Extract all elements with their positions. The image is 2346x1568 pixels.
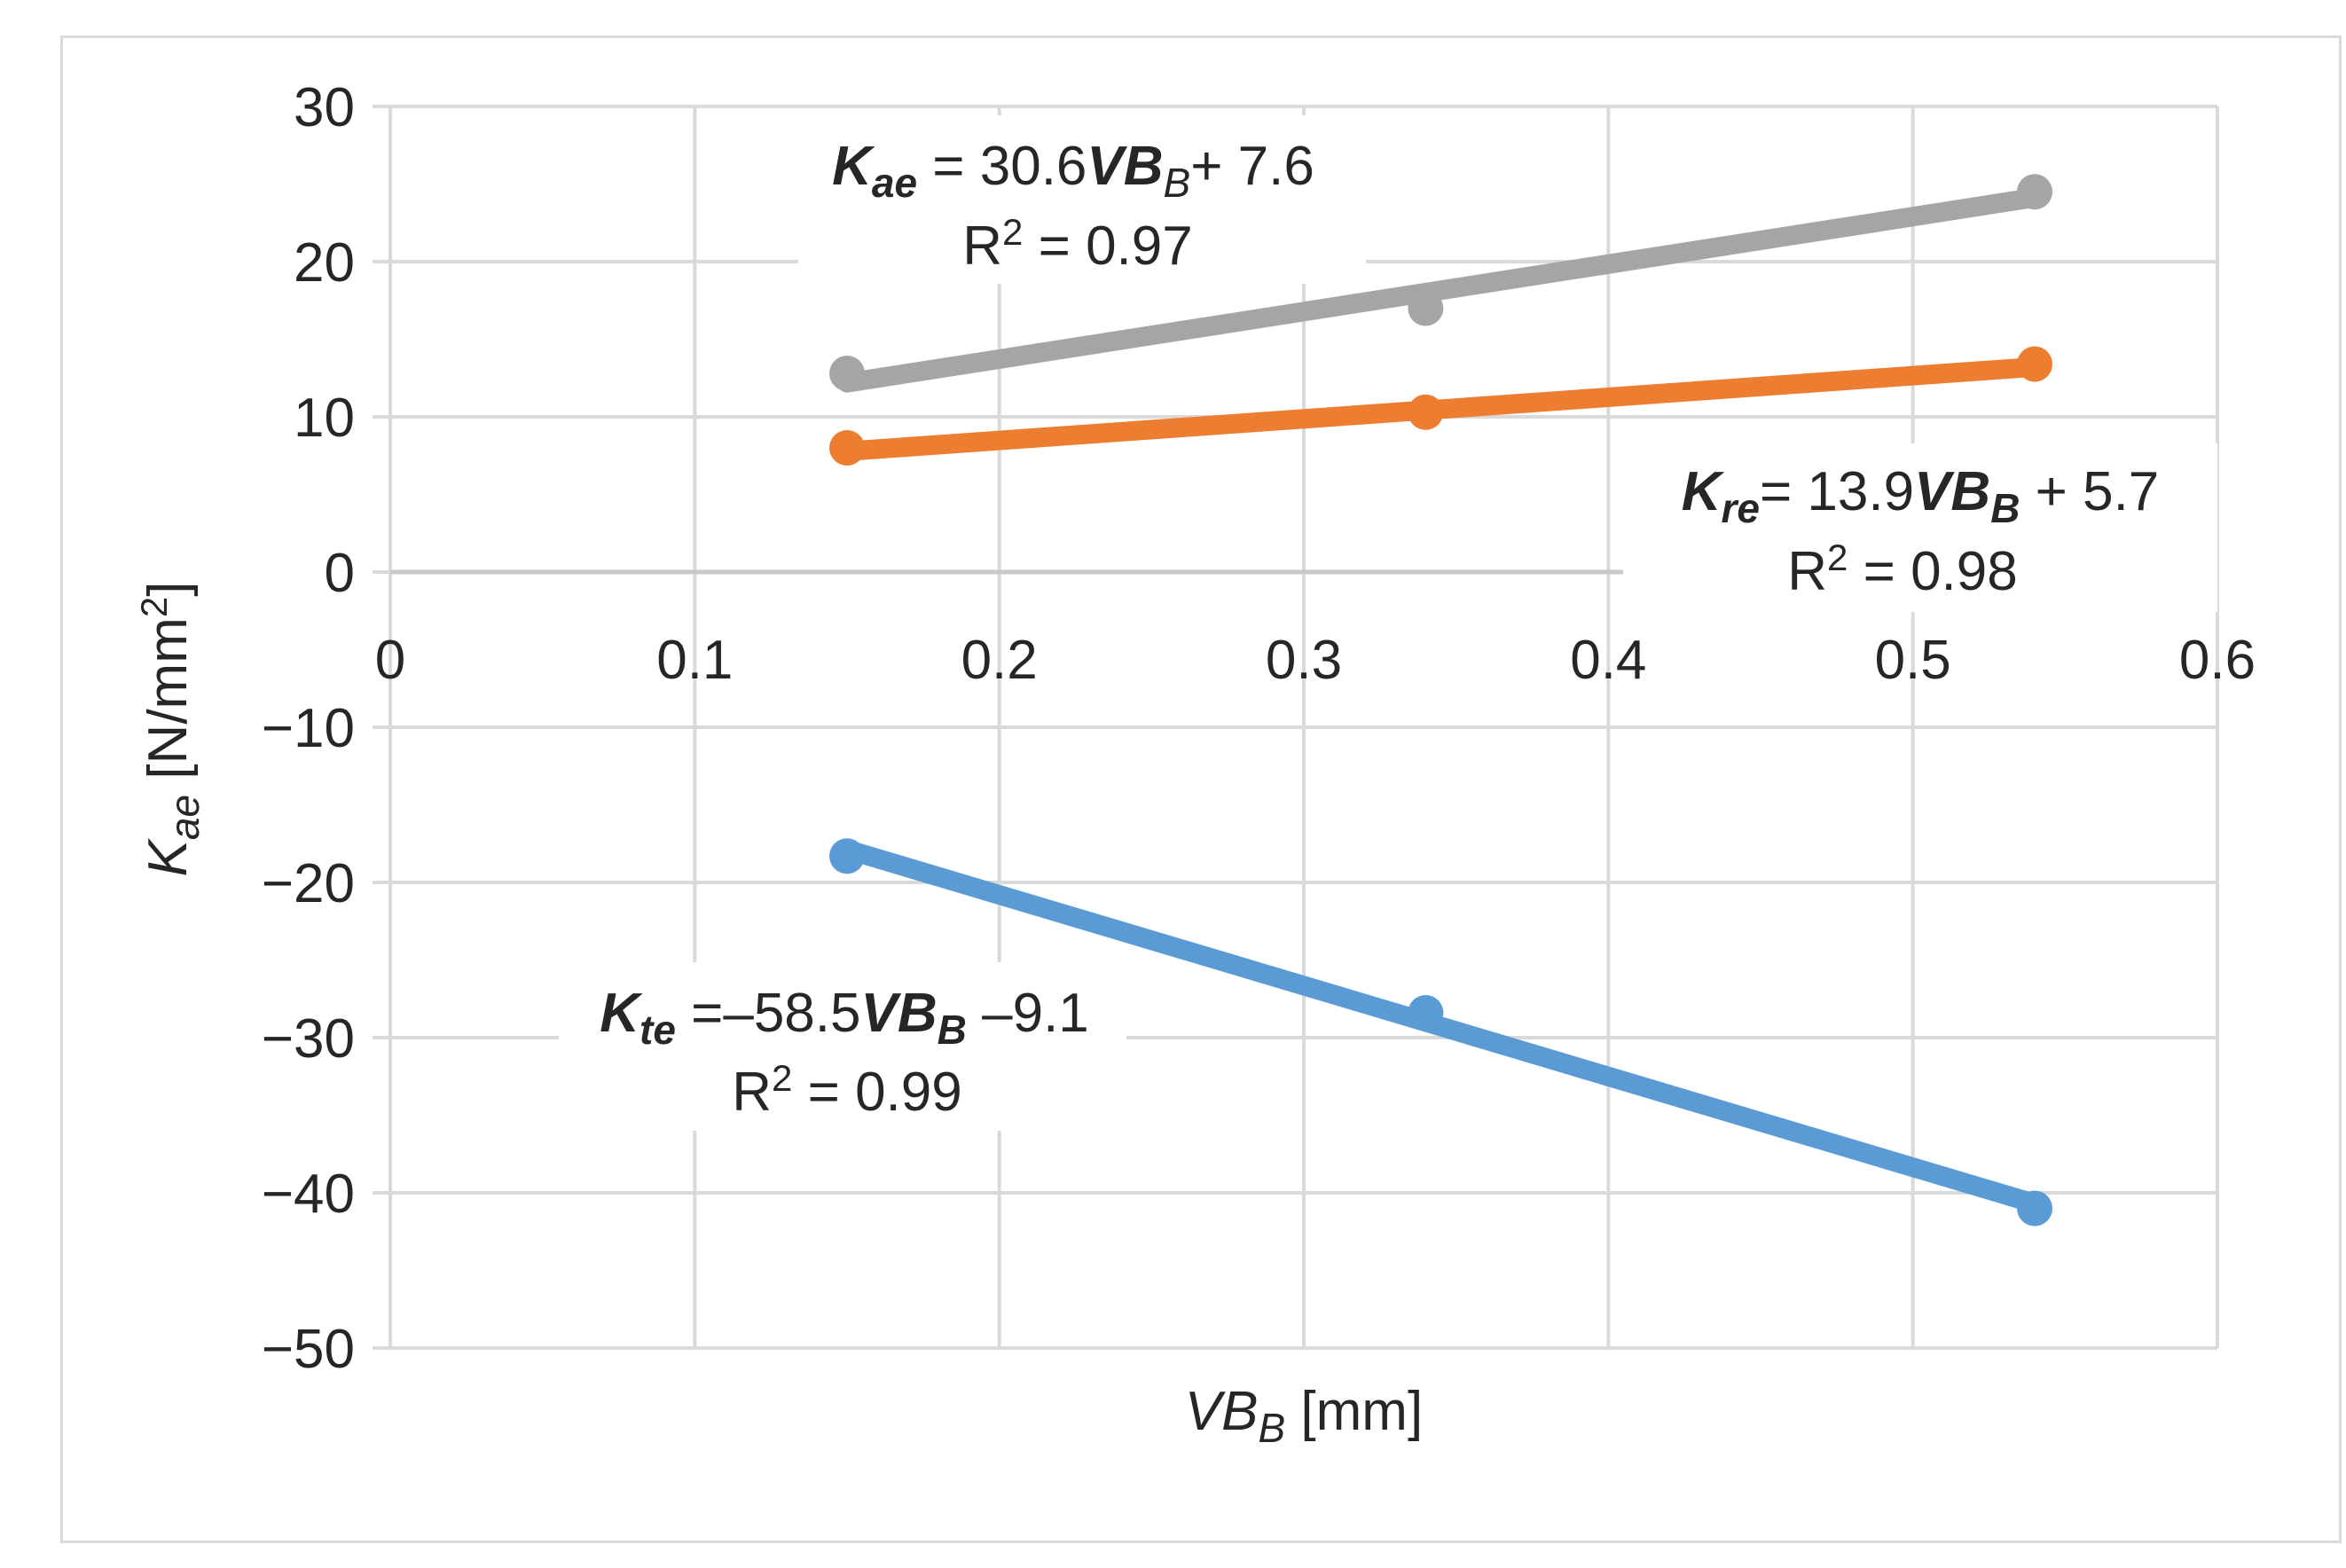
eq-var: K (600, 983, 643, 1044)
y-tick-label: −40 (262, 1164, 355, 1225)
x-tick-label: 0.4 (1570, 630, 1646, 691)
point-kae (1408, 290, 1444, 326)
r2-sup: 2 (772, 1057, 792, 1099)
eq-mid: =–58.5 (676, 983, 861, 1044)
r2-kae: R2 = 0.97 (962, 211, 1192, 277)
y-axis-close: ] (137, 582, 199, 597)
equation-annotations: Kae = 30.6VBB+ 7.6 R2 = 0.97 Kre= 13.9VB… (559, 115, 2217, 1131)
r2-pre: R (732, 1062, 772, 1123)
eq-sub: te (639, 1007, 676, 1053)
point-kae (829, 356, 865, 391)
trendline-kae (837, 187, 2044, 393)
x-axis-title: VBB [mm] (1185, 1381, 1423, 1451)
x-tick-label: 0.1 (656, 630, 733, 691)
eq-vbsub: B (938, 1007, 967, 1053)
y-tick-labels: 30 20 10 0 −10 −20 −30 −40 −50 (262, 77, 355, 1380)
annotation-bg-kre (1623, 443, 2217, 612)
x-tick-label: 0.3 (1266, 630, 1342, 691)
point-kre (1408, 394, 1444, 430)
x-tick-label: 0.5 (1875, 630, 1951, 691)
x-axis-sub: B (1259, 1405, 1286, 1451)
annotation-bg-kte (559, 962, 1126, 1131)
y-tick-label: −20 (262, 853, 355, 914)
y-tick-label: −10 (262, 698, 355, 759)
y-axis-unit: [N/mm (137, 617, 199, 795)
eq-mid: = 13.9 (1760, 461, 1914, 522)
x-tick-label: 0.6 (2179, 630, 2256, 691)
eq-var: K (1682, 461, 1725, 522)
point-kte (1408, 995, 1444, 1031)
r2-sup: 2 (1002, 211, 1023, 253)
point-kre (2017, 346, 2052, 382)
eq-sub: re (1721, 485, 1759, 531)
trendline-kte (837, 839, 2044, 1214)
y-axis-sub: ae (161, 795, 208, 840)
equation-kae: Kae = 30.6VBB+ 7.6 (832, 136, 1314, 206)
y-axis-var: K (137, 837, 199, 876)
point-kae (2017, 174, 2052, 210)
eq-tail: + 5.7 (2020, 461, 2159, 522)
eq-tail: –9.1 (967, 983, 1089, 1044)
eq-vb: VB (1914, 461, 1990, 522)
r2-pre: R (962, 216, 1002, 277)
y-tick-label: 30 (294, 77, 355, 138)
r2-post: = 0.97 (1023, 216, 1192, 277)
y-axis-title: Kae [N/mm2] (133, 582, 208, 877)
r2-sup: 2 (1827, 537, 1848, 578)
equation-kte: Kte =–58.5VBB –9.1 (600, 983, 1089, 1053)
y-tick-label: 0 (325, 543, 355, 604)
eq-vbsub: B (1164, 160, 1191, 206)
r2-kte: R2 = 0.99 (732, 1057, 961, 1123)
grid-lines (373, 105, 2219, 1350)
y-tick-label: −30 (262, 1008, 355, 1070)
point-kre (829, 430, 865, 466)
x-tick-label: 0.2 (961, 630, 1038, 691)
r2-post: = 0.98 (1848, 541, 2017, 602)
r2-post: = 0.99 (792, 1062, 961, 1123)
x-tick-labels: 0 0.1 0.2 0.3 0.4 0.5 0.6 (375, 630, 2256, 691)
eq-vbsub: B (1990, 485, 2020, 531)
eq-tail: + 7.6 (1190, 136, 1314, 197)
annotation-bg-kae (798, 115, 1366, 284)
y-tick-label: 10 (294, 388, 355, 449)
eq-vb: VB (1087, 136, 1163, 197)
r2-kre: R2 = 0.98 (1787, 537, 2017, 602)
r2-pre: R (1787, 541, 1827, 602)
point-kte (2017, 1190, 2052, 1227)
eq-sub: ae (872, 160, 917, 206)
eq-vb: VB (861, 983, 938, 1044)
equation-kre: Kre= 13.9VBB + 5.7 (1682, 461, 2160, 531)
y-tick-label: 20 (294, 232, 355, 294)
chart-frame (60, 35, 2342, 1543)
y-tick-label: −50 (262, 1319, 355, 1380)
eq-var: K (832, 136, 875, 197)
eq-mid: = 30.6 (917, 136, 1087, 197)
data-points (829, 174, 2052, 1227)
y-axis-sup: 2 (133, 597, 175, 617)
x-axis-var: VB (1185, 1381, 1259, 1442)
point-kte (829, 838, 865, 874)
x-tick-label: 0 (375, 630, 405, 691)
x-axis-unit: [mm] (1285, 1381, 1423, 1442)
